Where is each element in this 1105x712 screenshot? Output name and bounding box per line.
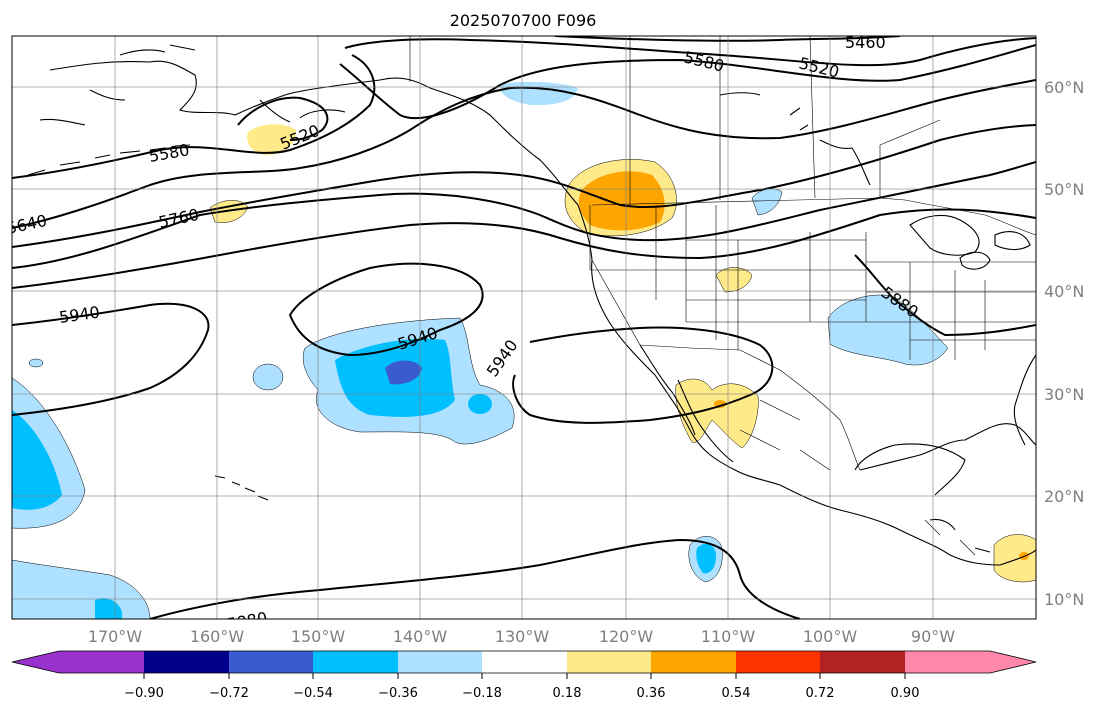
longitude-labels: 170°W 160°W 150°W 140°W 130°W 120°W 110°…: [88, 627, 955, 646]
political-borders: [409, 36, 1036, 556]
colorbar-label-5: −0.18: [462, 686, 502, 701]
lat-label-40n: 40°N: [1044, 282, 1084, 301]
map-panel: 5460 5580 5520 5580 5520 5640 5760 5940 …: [11, 33, 1037, 634]
colorbar-swatch-3: [229, 651, 313, 673]
colorbar-label-8: 0.54: [722, 686, 751, 701]
lon-label-130w: 130°W: [495, 627, 550, 646]
lon-label-140w: 140°W: [393, 627, 448, 646]
positive-anomaly-central-america: [993, 534, 1036, 583]
lat-label-10n: 10°N: [1044, 590, 1084, 609]
colorbar-label-2: −0.72: [209, 686, 249, 701]
strong-negative-anomaly-east-pacific: [696, 543, 716, 574]
colorbar-label-3: −0.54: [293, 686, 333, 701]
negative-anomaly-patch: [468, 394, 492, 414]
contour-5940-central: [288, 262, 484, 357]
colorbar-over-triangle: [905, 651, 1036, 673]
gridlines: [12, 36, 1036, 619]
contour-5580-pacific: [12, 54, 376, 179]
lat-label-20n: 20°N: [1044, 487, 1084, 506]
small-negative-anomaly: [28, 358, 44, 368]
contour-5880: [854, 254, 1036, 337]
negative-anomaly-island: [252, 363, 284, 391]
contour-label-5460: 5460: [845, 33, 886, 52]
colorbar-label-1: −0.90: [124, 686, 164, 701]
colorbar-swatch-9: [736, 651, 820, 673]
lon-label-160w: 160°W: [190, 627, 245, 646]
colorbar-swatch-10: [820, 651, 905, 673]
colorbar-label-6: 0.18: [553, 686, 582, 701]
contour-5820: [12, 208, 1036, 289]
contour-5700: [12, 124, 1036, 248]
colorbar-ticks: [143, 673, 906, 679]
map-frame: [11, 35, 1037, 620]
colorbar-label-4: −0.36: [378, 686, 418, 701]
latitude-labels: 60°N 50°N 40°N 30°N 20°N 10°N: [1044, 78, 1084, 609]
contour-5880-south: [149, 538, 801, 619]
contour-5640: [12, 79, 1036, 229]
colorbar-label-10: 0.90: [891, 686, 920, 701]
lat-label-50n: 50°N: [1044, 180, 1084, 199]
lon-label-110w: 110°W: [701, 627, 756, 646]
colorbar-label-7: 0.36: [637, 686, 666, 701]
strong-negative-anomaly-left: [12, 410, 62, 510]
colorbar-swatch-2: [144, 651, 229, 673]
positive-anomaly-alaska: [247, 124, 296, 155]
colorbar-swatch-5: [398, 651, 482, 673]
lon-label-170w: 170°W: [88, 627, 143, 646]
contour-5520-north: [344, 37, 1036, 67]
lon-label-150w: 150°W: [291, 627, 346, 646]
height-contours: [12, 36, 1036, 619]
colorbar-swatch-7: [567, 651, 651, 673]
positive-anomaly-mexico: [675, 378, 759, 449]
lon-label-100w: 100°W: [803, 627, 858, 646]
lon-label-120w: 120°W: [599, 627, 654, 646]
colorbar-under-triangle: [12, 651, 59, 673]
strong-positive-anomaly-pacific-northwest: [578, 171, 665, 231]
negative-anomaly-canada: [751, 188, 783, 216]
contour-5940-west: [12, 302, 210, 416]
lat-label-60n: 60°N: [1044, 78, 1084, 97]
map-title: 2025070700 F096: [450, 11, 597, 30]
lon-label-90w: 90°W: [911, 627, 955, 646]
contour-5520-alaska: [237, 96, 329, 141]
colorbar-swatch-1: [59, 651, 144, 673]
colorbar-outline: [11, 650, 1037, 674]
colorbar: −0.90 −0.72 −0.54 −0.36 −0.18 0.18 0.36 …: [11, 650, 1037, 701]
very-strong-negative-anomaly-central: [385, 360, 422, 385]
contour-5940-east: [512, 326, 774, 424]
anomaly-shading: [12, 81, 1036, 619]
colorbar-swatch-4: [313, 651, 398, 673]
contour-label-5880-south: 5880: [225, 608, 268, 634]
lat-label-30n: 30°N: [1044, 385, 1084, 404]
colorbar-swatch-8: [651, 651, 736, 673]
colorbar-label-9: 0.72: [806, 686, 835, 701]
contour-5460: [554, 36, 901, 42]
contour-5760: [12, 161, 1036, 269]
colorbar-swatch-6: [482, 651, 567, 673]
negative-anomaly-south-central-us: [827, 294, 949, 366]
contour-5580-north: [339, 44, 1036, 120]
